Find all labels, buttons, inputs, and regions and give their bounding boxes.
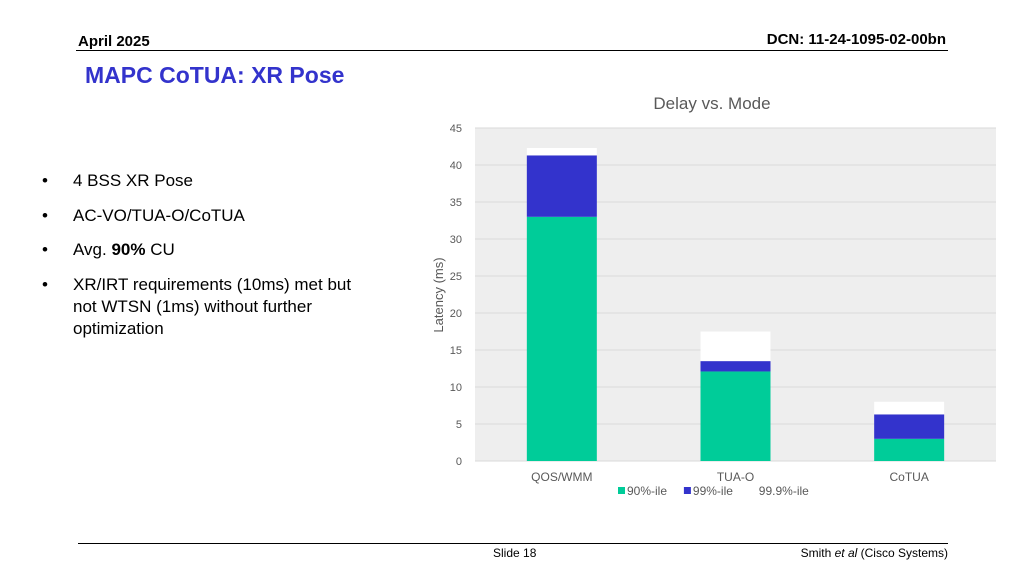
bullet-item: • Avg. 90% CU [42, 239, 373, 261]
bullet-glyph: • [42, 171, 48, 190]
legend-swatch [683, 487, 691, 494]
slide-title: MAPC CoTUA: XR Pose [85, 62, 345, 88]
author-name: Smith [800, 546, 835, 560]
y-tick-label: 35 [450, 197, 462, 209]
y-tick-label: 20 [450, 308, 462, 320]
y-axis-ticks: 0 5 10 15 20 25 30 35 40 45 [450, 123, 462, 468]
header-divider [76, 50, 948, 51]
x-tick-label: TUA-O [717, 470, 754, 484]
legend-swatch [749, 487, 757, 494]
y-tick-label: 25 [450, 271, 462, 283]
header-date: April 2025 [78, 33, 150, 50]
bar-90-ile-cotua [874, 438, 945, 461]
bullet-item: • XR/IRT requirements (10ms) met but not… [42, 274, 373, 340]
bar-99-9-ile-tua-o [700, 331, 771, 362]
legend-label: 99%-ile [693, 484, 733, 498]
x-axis-ticks: QOS/WMM TUA-O CoTUA [531, 470, 929, 484]
y-tick-label: 40 [450, 160, 462, 172]
y-tick-label: 0 [456, 456, 462, 468]
legend-label: 99.9%-ile [759, 484, 809, 498]
y-tick-label: 45 [450, 123, 462, 135]
bullet-text-prefix: Avg. [73, 240, 112, 259]
x-tick-label: CoTUA [889, 470, 928, 484]
bullet-item: • AC-VO/TUA-O/CoTUA [42, 205, 373, 227]
y-tick-label: 5 [456, 419, 462, 431]
bar-99-ile-tua-o [700, 361, 771, 372]
header-dcn: DCN: 11-24-1095-02-00bn [766, 31, 946, 48]
bar-99-9-ile-qos-wmm [526, 147, 597, 156]
footer-author: Smith et al (Cisco Systems) [801, 546, 948, 560]
delay-chart: Delay vs. Mode 0 5 10 15 20 25 30 35 40 45 QOS/WM… [431, 94, 996, 498]
bar-90-ile-tua-o [700, 371, 771, 461]
bullet-glyph: • [42, 274, 48, 294]
chart-title: Delay vs. Mode [653, 94, 770, 113]
bars [526, 147, 945, 461]
bullet-text-bold: 90% [111, 240, 146, 259]
author-etal: et al [834, 546, 858, 560]
bar-99-ile-cotua [874, 414, 945, 439]
bar-99-ile-qos-wmm [526, 155, 597, 217]
bullet-list: • 4 BSS XR Pose • AC-VO/TUA-O/CoTUA • Av… [42, 170, 373, 352]
footer-divider [78, 543, 948, 544]
legend-swatch [618, 487, 625, 494]
bar-99-9-ile-cotua [874, 401, 945, 415]
y-tick-label: 15 [450, 345, 462, 357]
bullet-glyph: • [42, 240, 48, 259]
legend-label: 90%-ile [627, 484, 667, 498]
y-tick-label: 30 [450, 234, 462, 246]
author-org: (Cisco Systems) [857, 546, 948, 560]
bullet-text-suffix: CU [145, 240, 175, 259]
y-tick-label: 10 [450, 382, 462, 394]
bullet-text: XR/IRT requirements (10ms) met but not W… [73, 274, 352, 338]
bullet-text: 4 BSS XR Pose [73, 171, 194, 190]
x-tick-label: QOS/WMM [531, 470, 592, 484]
bullet-glyph: • [42, 205, 48, 225]
y-axis-label: Latency (ms) [431, 257, 446, 332]
bullet-text: AC-VO/TUA-O/CoTUA [73, 205, 245, 225]
legend: 90%-ile 99%-ile 99.9%-ile [618, 484, 809, 498]
bar-90-ile-qos-wmm [526, 216, 597, 461]
slide-number: Slide 18 [493, 546, 537, 560]
bullet-item: • 4 BSS XR Pose [42, 170, 373, 192]
